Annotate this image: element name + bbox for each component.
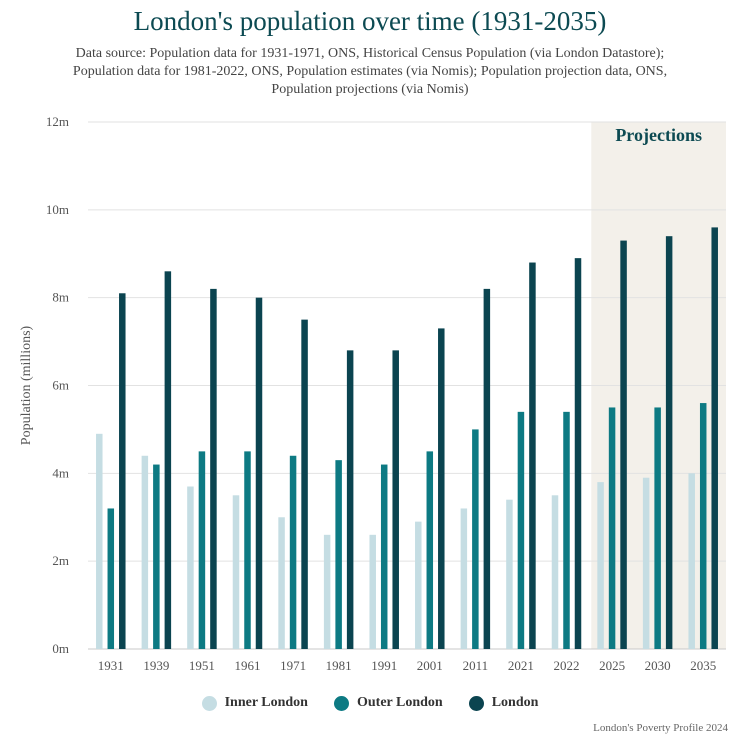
chart-subtitle: Data source: Population data for 1931-19…: [72, 46, 668, 97]
bar: [426, 451, 434, 649]
x-tick-label: 1961: [235, 658, 261, 673]
x-tick-label: 1981: [326, 658, 352, 673]
legend-swatch-london: [468, 695, 484, 711]
legend-item-outer-london: Outer London: [333, 695, 443, 711]
bar: [141, 455, 149, 649]
bar: [107, 508, 115, 649]
y-tick-label: 0m: [52, 641, 69, 656]
legend-label-london: London: [491, 695, 539, 710]
x-tick-label: 2011: [463, 658, 489, 673]
bar: [119, 293, 126, 649]
x-tick-label: 1939: [143, 658, 169, 673]
bar: [574, 258, 582, 649]
bar: [96, 433, 103, 649]
bar: [483, 288, 491, 649]
bar: [711, 227, 718, 649]
bar: [551, 495, 559, 649]
x-tick-label: 2035: [690, 658, 716, 673]
bar: [529, 262, 536, 649]
legend-swatch-inner-london: [201, 695, 217, 711]
legend-label-inner-london: Inner London: [224, 695, 308, 710]
bar: [506, 499, 513, 649]
bar: [438, 328, 445, 649]
y-tick-label: 6m: [52, 378, 69, 393]
x-tick-label: 2025: [599, 658, 625, 673]
bar: [301, 319, 308, 649]
bar: [153, 464, 160, 649]
bar: [688, 473, 695, 649]
chart-title: London's population over time (1931-2035…: [133, 6, 607, 36]
bar: [415, 521, 422, 649]
bar: [460, 508, 468, 649]
bar: [563, 411, 570, 649]
footer-credit: London's Poverty Profile 2024: [593, 722, 728, 734]
bar: [244, 451, 251, 649]
bar: [380, 464, 388, 649]
bar: [665, 236, 673, 649]
bar: [654, 407, 661, 649]
x-tick-label: 2030: [645, 658, 671, 673]
y-axis-title: Population (millions): [19, 325, 34, 445]
bar: [472, 429, 479, 649]
bar: [597, 482, 604, 649]
x-tick-label: 2021: [508, 658, 534, 673]
bar: [699, 403, 707, 649]
bar: [608, 407, 616, 649]
x-tick-label: 2001: [417, 658, 443, 673]
y-tick-label: 2m: [52, 553, 69, 568]
bar: [289, 455, 297, 649]
bar-chart: Projections 0m 2m 4m 6m 8m 10m 12m Population (m…: [19, 114, 726, 673]
y-tick-label: 4m: [52, 465, 69, 480]
legend-item-london: London: [468, 695, 539, 711]
bar: [517, 411, 525, 649]
bar: [369, 534, 376, 649]
x-tick-label: 2022: [554, 658, 580, 673]
bar: [620, 240, 627, 649]
x-tick-label: 1931: [98, 658, 124, 673]
y-tick-label: 12m: [46, 114, 69, 129]
x-tick-label: 1991: [371, 658, 397, 673]
bar: [392, 350, 399, 649]
bar: [187, 486, 194, 649]
bar: [210, 288, 217, 649]
bar: [232, 495, 240, 649]
legend-swatch-outer-london: [333, 695, 349, 711]
legend-label-outer-london: Outer London: [356, 695, 443, 710]
bar: [278, 517, 285, 649]
projection-label: Projections: [615, 125, 702, 145]
legend: Inner London Outer London London: [0, 695, 740, 711]
x-tick-label: 1951: [189, 658, 215, 673]
bar: [642, 477, 650, 649]
bar: [323, 534, 331, 649]
bar: [164, 271, 172, 649]
bar: [198, 451, 206, 649]
legend-item-inner-london: Inner London: [201, 695, 308, 711]
bar: [255, 297, 263, 649]
bar: [335, 460, 342, 649]
y-tick-label: 8m: [52, 290, 69, 305]
x-tick-label: 1971: [280, 658, 306, 673]
y-tick-label: 10m: [46, 202, 69, 217]
bar: [346, 350, 354, 649]
